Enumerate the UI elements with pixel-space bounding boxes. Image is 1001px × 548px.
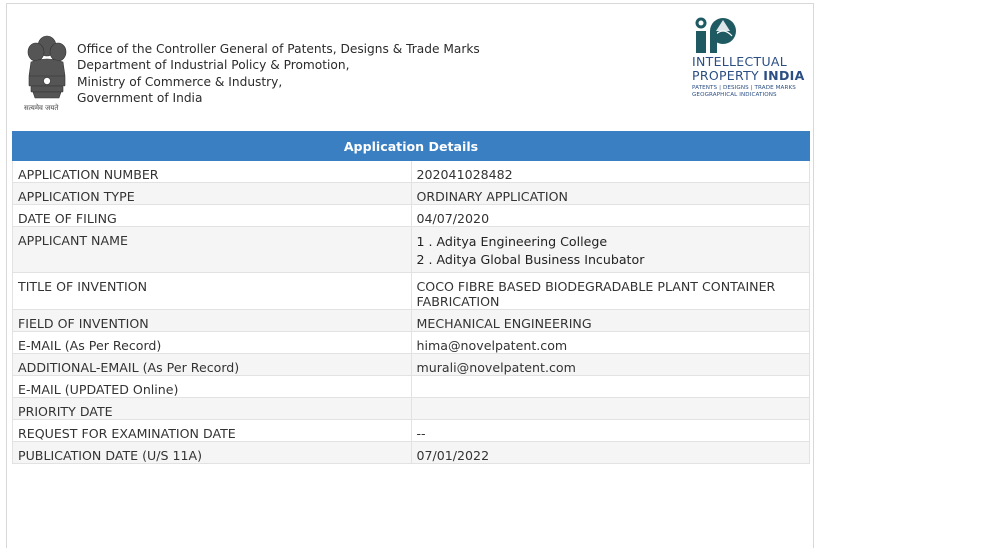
office-line: Government of India xyxy=(77,90,203,105)
row-value: ORDINARY APPLICATION xyxy=(410,182,810,205)
table-row: ADDITIONAL-EMAIL (As Per Record) murali@… xyxy=(12,353,810,376)
row-label: DATE OF FILING xyxy=(12,204,412,227)
table-row: PUBLICATION DATE (U/S 11A) 07/01/2022 xyxy=(12,441,810,464)
row-value: COCO FIBRE BASED BIODEGRADABLE PLANT CON… xyxy=(410,272,810,310)
table-row: REQUEST FOR EXAMINATION DATE -- xyxy=(12,419,810,442)
ip-india-logo-text: PROPERTY INDIA xyxy=(692,68,805,83)
ip-india-logo-subtext: GEOGRAPHICAL INDICATIONS xyxy=(692,92,777,98)
ip-india-logo-text: PROPERTY xyxy=(692,68,759,83)
table-row: TITLE OF INVENTION COCO FIBRE BASED BIOD… xyxy=(12,272,810,310)
row-value: hima@novelpatent.com xyxy=(410,331,810,354)
row-value: 04/07/2020 xyxy=(410,204,810,227)
table-row: APPLICATION NUMBER 202041028482 xyxy=(12,160,810,183)
ip-india-logo-subtext: PATENTS | DESIGNS | TRADE MARKS xyxy=(692,85,796,91)
row-label: TITLE OF INVENTION xyxy=(12,272,412,310)
emblem-motto: सत्यमेव जयते xyxy=(24,104,59,112)
application-details-table: Application Details APPLICATION NUMBER 2… xyxy=(12,131,810,464)
table-row: E-MAIL (UPDATED Online) xyxy=(12,375,810,398)
row-label: PUBLICATION DATE (U/S 11A) xyxy=(12,441,412,464)
ip-india-mark-icon xyxy=(695,17,736,53)
office-line: Ministry of Commerce & Industry, xyxy=(77,74,283,89)
page-container: सत्यमेव जयते Office of the Controller Ge… xyxy=(6,3,814,548)
ip-india-logo: INTELLECTUAL PROPERTY INDIA PATENTS | DE… xyxy=(690,14,808,114)
page-header: सत्यमेव जयते Office of the Controller Ge… xyxy=(7,4,815,132)
ip-india-logo-text-bold: INDIA xyxy=(763,68,805,83)
row-label: E-MAIL (UPDATED Online) xyxy=(12,375,412,398)
row-value: 202041028482 xyxy=(410,160,810,183)
row-label: APPLICANT NAME xyxy=(12,226,412,273)
national-emblem-icon xyxy=(27,35,67,99)
ip-india-logo-text: INTELLECTUAL xyxy=(692,54,788,69)
table-title: Application Details xyxy=(12,131,810,161)
office-line: Office of the Controller General of Pate… xyxy=(77,42,480,56)
table-row: APPLICATION TYPE ORDINARY APPLICATION xyxy=(12,182,810,205)
table-row: E-MAIL (As Per Record) hima@novelpatent.… xyxy=(12,331,810,354)
office-line: Department of Industrial Policy & Promot… xyxy=(77,58,350,73)
row-value xyxy=(410,397,810,420)
office-title: Office of the Controller General of Pate… xyxy=(77,41,480,106)
row-value: 1 . Aditya Engineering College 2 . Adity… xyxy=(410,226,810,273)
row-label: PRIORITY DATE xyxy=(12,397,412,420)
table-row: PRIORITY DATE xyxy=(12,397,810,420)
row-label: APPLICATION NUMBER xyxy=(12,160,412,183)
row-label: REQUEST FOR EXAMINATION DATE xyxy=(12,419,412,442)
table-row: DATE OF FILING 04/07/2020 xyxy=(12,204,810,227)
row-label: FIELD OF INVENTION xyxy=(12,309,412,332)
row-label: ADDITIONAL-EMAIL (As Per Record) xyxy=(12,353,412,376)
applicant-name: 1 . Aditya Engineering College xyxy=(416,234,608,249)
row-value: MECHANICAL ENGINEERING xyxy=(410,309,810,332)
row-value: murali@novelpatent.com xyxy=(410,353,810,376)
applicant-name: 2 . Aditya Global Business Incubator xyxy=(416,252,645,267)
row-value: -- xyxy=(410,419,810,442)
row-label: APPLICATION TYPE xyxy=(12,182,412,205)
table-row: APPLICANT NAME 1 . Aditya Engineering Co… xyxy=(12,226,810,273)
row-value: 07/01/2022 xyxy=(410,441,810,464)
table-row: FIELD OF INVENTION MECHANICAL ENGINEERIN… xyxy=(12,309,810,332)
row-label: E-MAIL (As Per Record) xyxy=(12,331,412,354)
row-value xyxy=(410,375,810,398)
